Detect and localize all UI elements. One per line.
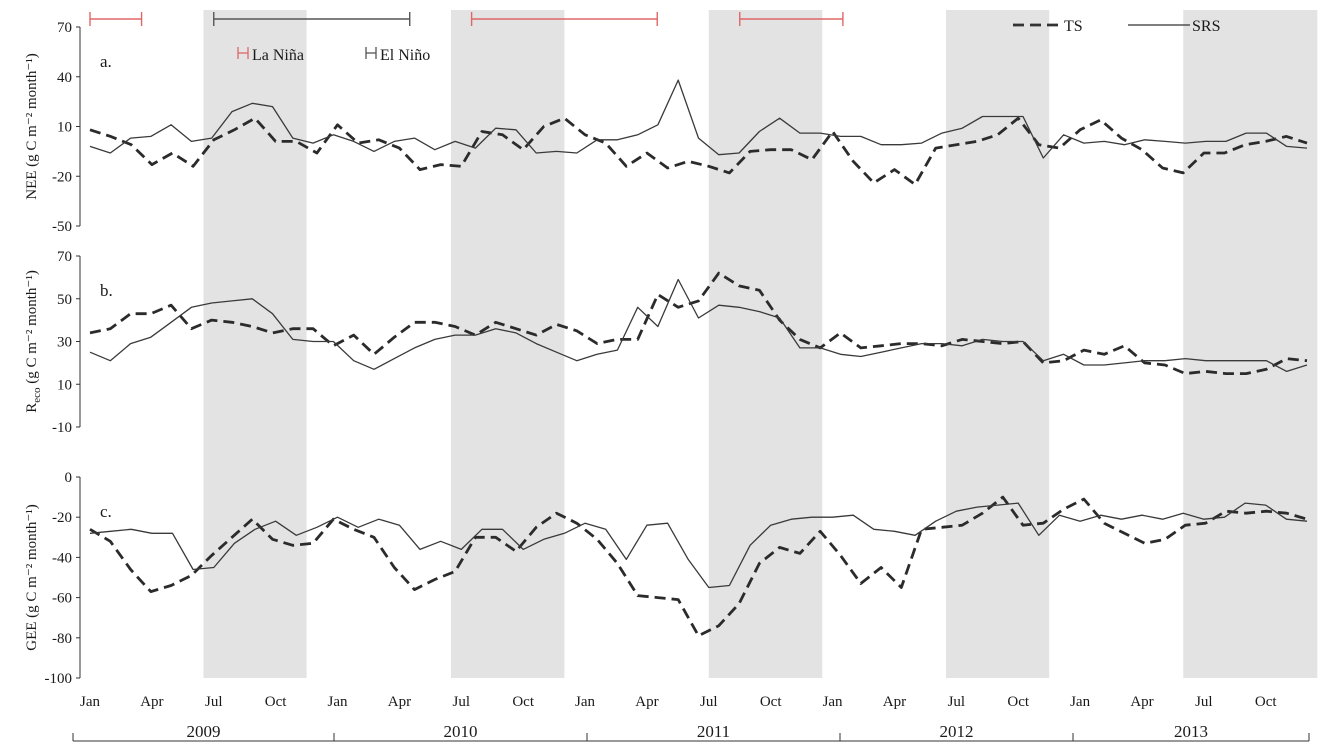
data-lines (89, 79, 1308, 638)
month-tick-label: Apr (140, 694, 163, 710)
year-label: 2009 (187, 722, 221, 741)
month-tick-label: Jul (1195, 694, 1213, 710)
panel-0-ytick-label: 10 (57, 120, 72, 136)
panel-0-ytick-label: -20 (52, 169, 72, 185)
panel-1-series-srs-line (89, 278, 1308, 373)
panel-0-ylabel: NEE (g C m⁻² month⁻¹) (24, 53, 40, 199)
month-tick-label: Apr (1130, 694, 1153, 710)
year-label: 2010 (444, 722, 478, 741)
panel-2-series-srs-line (89, 502, 1308, 589)
panel-0-series-ts-line (89, 116, 1308, 186)
shaded-period-4 (1183, 10, 1318, 678)
panel-2-ytick-label: -100 (45, 671, 73, 687)
panel-2-series-ts-line (89, 495, 1308, 638)
panel-1-label: b. (100, 281, 113, 300)
panel-1-series-ts-line (89, 271, 1308, 376)
panel-2-ytick-label: -20 (52, 510, 72, 526)
shaded-period-1 (450, 10, 565, 678)
month-tick-label: Jan (328, 694, 348, 710)
panel-1-ytick-label: 10 (57, 377, 72, 393)
panel-2-ytick-label: -40 (52, 550, 72, 566)
month-tick-label: Jan (823, 694, 843, 710)
month-tick-label: Oct (1007, 694, 1029, 710)
month-tick-label: Apr (883, 694, 906, 710)
enso-bars: La Niña El Niño (89, 12, 844, 64)
el-nino-key-label: El Niño (380, 47, 430, 64)
year-label: 2011 (697, 722, 730, 741)
year-label: 2012 (940, 722, 974, 741)
legend-ts-label: TS (1064, 18, 1083, 35)
panel-0-ytick-label: -50 (52, 219, 72, 235)
month-tick-label: Jan (575, 694, 595, 710)
month-tick-label: Oct (265, 694, 287, 710)
panel-0-ytick-label: 70 (57, 20, 72, 36)
panel-1-ytick-label: 70 (57, 249, 72, 265)
shaded-period-2 (708, 10, 823, 678)
panel-2-label: c. (100, 502, 112, 521)
month-tick-label: Jan (80, 694, 100, 710)
panel-2-ytick-label: 0 (65, 470, 73, 486)
panel-0-label: a. (100, 52, 112, 71)
la-nina-key-label: La Niña (252, 47, 304, 64)
legend-srs-label: SRS (1192, 18, 1220, 35)
panel-0-series-srs-line (89, 79, 1308, 159)
month-tick-label: Jul (700, 694, 718, 710)
panel-2-ylabel: GEE (g C m⁻² month⁻¹) (24, 504, 40, 650)
panel-2-ytick-label: -80 (52, 631, 72, 647)
panel-1-ytick-label: -10 (52, 420, 72, 436)
month-tick-label: Apr (388, 694, 411, 710)
legend: TS SRS (1013, 18, 1220, 35)
month-tick-label: Oct (1255, 694, 1277, 710)
panel-1-ylabel: Reco (g C m⁻² month⁻¹) (24, 270, 43, 413)
month-tick-label: Oct (512, 694, 534, 710)
panel-1-ytick-label: 30 (57, 335, 72, 351)
month-tick-label: Oct (760, 694, 782, 710)
month-tick-label: Apr (635, 694, 658, 710)
month-tick-label: Jan (1070, 694, 1090, 710)
labels: a. NEE (g C m⁻² month⁻¹) b. Reco (g C m⁻² m… (24, 52, 113, 651)
axes: -50 -20 10 40 70 -10 10 30 50 70 -100 -80 -60 -40 -20 0… (45, 20, 1310, 742)
panel-0-ytick-label: 40 (57, 70, 72, 86)
panel-2-ytick-label: -60 (52, 591, 72, 607)
month-tick-label: Jul (948, 694, 966, 710)
shaded-period-0 (203, 10, 307, 678)
shaded-periods (203, 10, 1318, 678)
year-label: 2013 (1174, 722, 1208, 741)
month-tick-label: Jul (205, 694, 223, 710)
panel-1-ytick-label: 50 (57, 292, 72, 308)
month-tick-label: Jul (453, 694, 471, 710)
